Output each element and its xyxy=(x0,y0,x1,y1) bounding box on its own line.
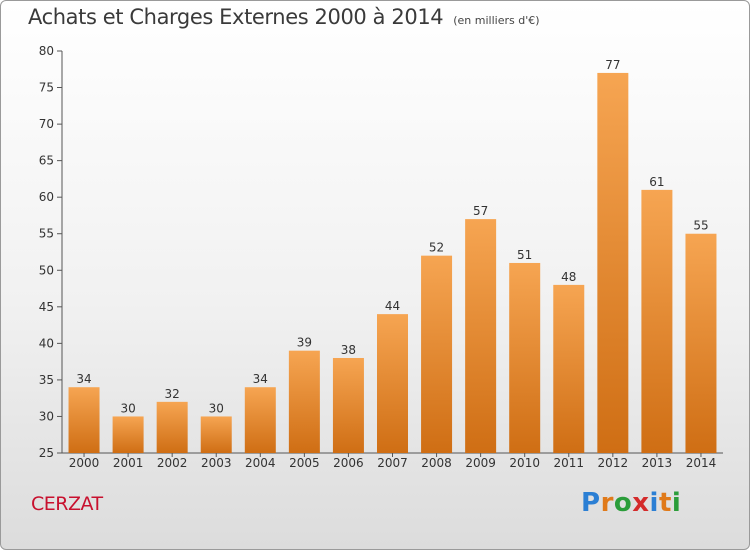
data-label: 44 xyxy=(385,299,400,313)
bar xyxy=(597,72,629,453)
data-label: 57 xyxy=(473,204,488,218)
data-label: 52 xyxy=(429,241,444,255)
data-label: 51 xyxy=(517,248,532,262)
chart-subtitle: (en milliers d'€) xyxy=(453,14,540,27)
x-tick-label: 2007 xyxy=(377,456,408,470)
x-tick-label: 2014 xyxy=(686,456,717,470)
x-tick-label: 2010 xyxy=(509,456,540,470)
y-tick-label: 80 xyxy=(39,44,54,58)
data-label: 39 xyxy=(297,336,312,350)
bar xyxy=(509,262,541,453)
y-tick-label: 40 xyxy=(39,336,54,350)
chart-title: Achats et Charges Externes 2000 à 2014 (e… xyxy=(28,5,540,29)
y-tick-label: 35 xyxy=(39,373,54,387)
proxiti-logo[interactable]: Proxiti xyxy=(581,488,681,518)
x-tick-label: 2005 xyxy=(289,456,320,470)
y-tick-label: 30 xyxy=(39,409,54,423)
data-label: 30 xyxy=(120,401,135,415)
x-tick-label: 2012 xyxy=(598,456,629,470)
data-label: 32 xyxy=(165,387,180,401)
bar xyxy=(288,350,320,453)
x-tick-label: 2004 xyxy=(245,456,276,470)
y-tick-label: 75 xyxy=(39,81,54,95)
logo-letter: r xyxy=(600,488,614,518)
bar xyxy=(156,401,188,453)
x-tick-label: 2001 xyxy=(113,456,144,470)
logo-letter: P xyxy=(581,488,601,518)
y-tick-label: 50 xyxy=(39,263,54,277)
data-label: 61 xyxy=(649,175,664,189)
x-tick-label: 2003 xyxy=(201,456,232,470)
bar xyxy=(465,219,497,453)
bar xyxy=(641,189,673,453)
y-tick-label: 65 xyxy=(39,154,54,168)
data-label: 34 xyxy=(253,372,268,386)
bar xyxy=(68,387,100,453)
data-label: 38 xyxy=(341,343,356,357)
x-tick-label: 2011 xyxy=(553,456,584,470)
bar xyxy=(553,284,585,453)
x-tick-label: 2008 xyxy=(421,456,452,470)
bar xyxy=(421,255,453,453)
bar xyxy=(244,387,276,453)
data-label: 77 xyxy=(605,58,620,72)
x-tick-label: 2002 xyxy=(157,456,188,470)
bar xyxy=(377,314,408,453)
y-tick-label: 25 xyxy=(39,446,54,460)
data-label: 48 xyxy=(561,270,576,284)
x-tick-label: 2013 xyxy=(642,456,673,470)
y-tick-label: 45 xyxy=(39,300,54,314)
data-label: 55 xyxy=(693,219,708,233)
y-tick-label: 70 xyxy=(39,117,54,131)
bar xyxy=(685,233,717,453)
logo-letter: x xyxy=(632,488,650,518)
bar xyxy=(332,357,364,453)
x-tick-label: 2000 xyxy=(69,456,100,470)
logo-letter: i xyxy=(649,488,659,518)
x-tick-label: 2006 xyxy=(333,456,364,470)
chart-title-text: Achats et Charges Externes 2000 à 2014 xyxy=(28,5,444,29)
commune-name: CERZAT xyxy=(31,493,103,515)
x-tick-label: 2009 xyxy=(465,456,496,470)
bar xyxy=(200,416,232,453)
logo-letter: o xyxy=(613,488,633,518)
logo-letter: t xyxy=(658,488,672,518)
y-tick-label: 60 xyxy=(39,190,54,204)
data-label: 30 xyxy=(209,401,224,415)
bar xyxy=(112,416,144,453)
logo-letter: i xyxy=(671,488,682,518)
data-label: 34 xyxy=(76,372,91,386)
y-tick-label: 55 xyxy=(39,227,54,241)
